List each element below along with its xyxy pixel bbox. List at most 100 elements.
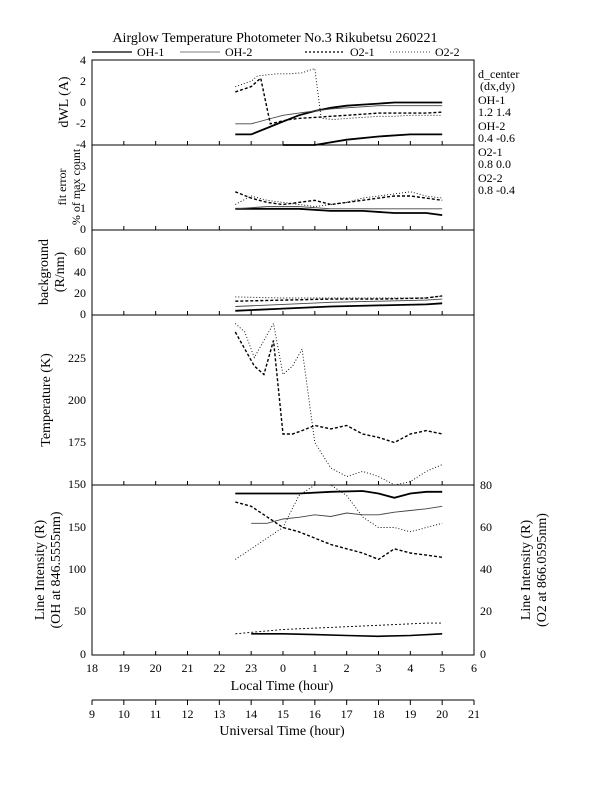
ytick: 175 xyxy=(68,435,86,449)
x-tick-label-ut: 11 xyxy=(150,707,162,721)
x-tick-label-local: 22 xyxy=(213,661,225,675)
series-layer xyxy=(234,67,443,638)
x-tick-label-local: 18 xyxy=(86,661,98,675)
side-header-2: (dx,dy) xyxy=(480,79,515,93)
ytick: 3 xyxy=(80,159,86,173)
series-background-oh-1 xyxy=(235,302,443,312)
ylabel-intensity-left-2: (OH at 846.5555nm) xyxy=(49,511,64,628)
ytick: 0 xyxy=(80,647,86,661)
yticks-fit-error: 3 2 1 0 xyxy=(80,159,86,236)
ylabel-fit-error-1: fit error xyxy=(55,169,69,206)
legend-label-oh1: OH-1 xyxy=(137,45,164,59)
xlabel-local-time: Local Time (hour) xyxy=(231,679,334,694)
ytick: 4 xyxy=(80,53,86,67)
panel-background-frame xyxy=(91,229,475,316)
ytick: 1 xyxy=(80,201,86,215)
ytick: 50 xyxy=(74,604,86,618)
panel-intensity-frame xyxy=(91,484,475,656)
ytick: 0 xyxy=(80,307,86,321)
panel-fit-error-frame xyxy=(91,144,475,231)
xlabel-universal-time: Universal Time (hour) xyxy=(219,724,345,739)
series-dwl-o2-2 xyxy=(235,67,443,120)
x-tick-label-local: 2 xyxy=(344,661,350,675)
series-background-oh-2 xyxy=(235,298,443,307)
x-tick-label-local: 0 xyxy=(280,661,286,675)
series-dwl-oh-2 xyxy=(235,105,443,125)
yticks-temperature: 225 200 175 150 xyxy=(68,351,86,491)
x-tick-label-local: 20 xyxy=(150,661,162,675)
x-tick-label-ut: 20 xyxy=(436,707,448,721)
x-tick-label-local: 4 xyxy=(407,661,413,675)
side-header-1: d_center xyxy=(478,67,519,81)
chart-title: Airglow Temperature Photometer No.3 Riku… xyxy=(112,31,437,46)
series-fit_error-o2-2 xyxy=(235,191,443,208)
center-offset-info: d_center (dx,dy) OH-1 1.2 1.4 OH-2 0.4 -… xyxy=(478,67,519,197)
ylabel-intensity-right-2: (O2 at 866.0595nm) xyxy=(535,513,550,627)
x-tick-label-local: 6 xyxy=(471,661,477,675)
ylabel-background-1: background xyxy=(37,239,52,305)
series-temperature-o2-2 xyxy=(234,322,443,486)
ytick: 200 xyxy=(68,393,86,407)
x-tick-label-ut: 9 xyxy=(89,707,95,721)
ytick: 2 xyxy=(80,74,86,88)
x-tick-label-local: 5 xyxy=(439,661,445,675)
ytick: 60 xyxy=(74,244,86,258)
series-fit_error-oh-1 xyxy=(235,207,443,216)
x-tick-label-local: 3 xyxy=(376,661,382,675)
series-dwl-o2-1 xyxy=(235,76,443,125)
side-o22-value: 0.8 -0.4 xyxy=(478,183,515,197)
series-line_intensity-oh-low xyxy=(251,632,443,638)
series-line_intensity-oh-1 xyxy=(235,490,443,499)
x-tick-label-ut: 19 xyxy=(404,707,416,721)
side-oh1-value: 1.2 1.4 xyxy=(478,105,511,119)
series-fit_error-oh-2 xyxy=(235,206,443,210)
legend: OH-1 OH-2 O2-1 O2-2 xyxy=(92,45,460,59)
ytick: 40 xyxy=(74,265,86,279)
ytick: 20 xyxy=(74,286,86,300)
ylabel-dwl: dWL (A) xyxy=(57,76,72,128)
side-o22-name: O2-2 xyxy=(478,171,503,185)
x-tick-label-ut: 14 xyxy=(245,707,257,721)
ylabel-intensity-left-1: Line Intensity (R) xyxy=(33,520,48,621)
series-fit_error-o2-1 xyxy=(235,191,443,206)
side-oh1-name: OH-1 xyxy=(478,93,505,107)
ytick: 60 xyxy=(480,520,492,534)
ytick: 0 xyxy=(80,95,86,109)
series-temperature-o2-1 xyxy=(234,331,443,444)
x-tick-label-local: 23 xyxy=(245,661,257,675)
side-oh2-name: OH-2 xyxy=(478,119,505,133)
side-o21-value: 0.8 0.0 xyxy=(478,157,511,171)
series-line_intensity-oh-2 xyxy=(251,505,443,524)
x-tick-label-ut: 10 xyxy=(118,707,130,721)
ytick: -4 xyxy=(76,137,86,151)
series-line_intensity-o2-2 xyxy=(235,484,443,560)
side-oh2-value: 0.4 -0.6 xyxy=(478,131,515,145)
ytick: 150 xyxy=(68,520,86,534)
x-tick-label-ut: 15 xyxy=(277,707,289,721)
ylabel-fit-error-2: % of max count xyxy=(69,148,83,225)
x-tick-label-ut: 17 xyxy=(341,707,353,721)
yticks-intensity-right: 80 60 40 20 0 xyxy=(480,478,492,661)
yticks-intensity-left: 150 100 50 0 xyxy=(68,520,86,661)
ylabel-temperature: Temperature (K) xyxy=(39,353,54,447)
ytick: 80 xyxy=(480,478,492,492)
ticks-layer: 18 19 20 21 22 23 0 1 2 3 4 5 69 10 11 12 13 14 15 16 17 18 19… xyxy=(86,141,480,721)
x-tick-label-ut: 16 xyxy=(309,707,321,721)
series-dwl-oh-1 xyxy=(235,101,443,136)
x-tick-label-ut: 21 xyxy=(468,707,480,721)
legend-label-o22: O2-2 xyxy=(435,45,460,59)
legend-label-o21: O2-1 xyxy=(350,45,375,59)
ytick: -2 xyxy=(76,116,86,130)
panel-temperature-frame xyxy=(91,314,475,486)
ylabel-background-2: (R/nm) xyxy=(53,251,68,292)
ytick: 0 xyxy=(80,222,86,236)
ylabel-intensity-right-1: Line Intensity (R) xyxy=(519,520,534,621)
x-tick-label-ut: 18 xyxy=(373,707,385,721)
ytick: 40 xyxy=(480,562,492,576)
ytick: 100 xyxy=(68,562,86,576)
series-line_intensity-o2-low xyxy=(235,622,443,635)
yticks-dwl: 4 2 0 -2 -4 xyxy=(76,53,86,151)
yticks-background: 60 40 20 0 xyxy=(74,244,86,321)
ytick: 2 xyxy=(80,180,86,194)
